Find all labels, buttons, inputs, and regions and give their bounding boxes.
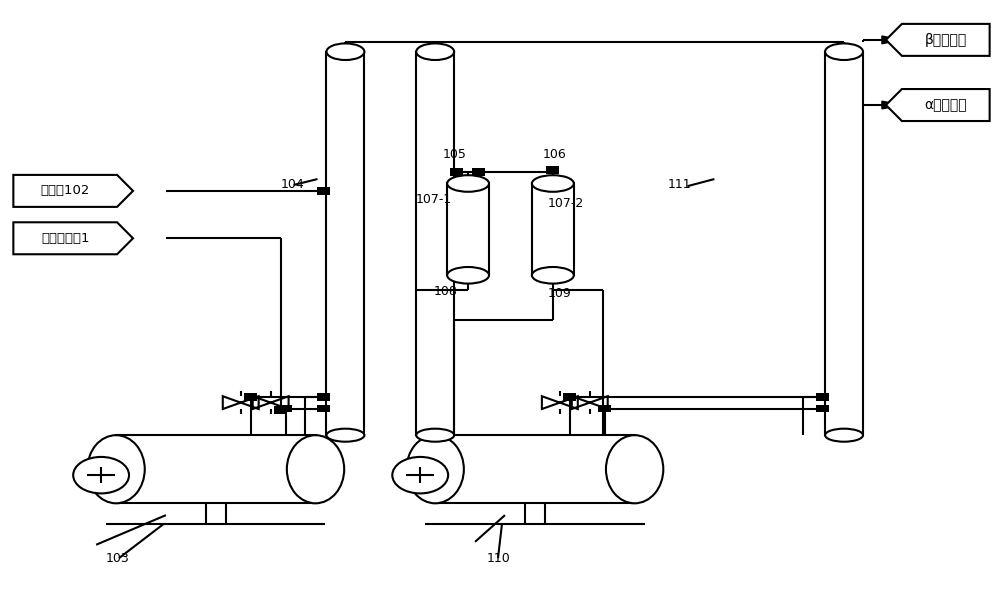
Bar [546, 166, 559, 174]
Bar [317, 405, 330, 412]
Ellipse shape [73, 457, 129, 493]
FancyBboxPatch shape [532, 183, 574, 275]
Ellipse shape [326, 43, 364, 60]
Ellipse shape [532, 267, 574, 284]
FancyBboxPatch shape [326, 52, 364, 435]
Polygon shape [886, 89, 990, 121]
Bar [816, 405, 829, 412]
Bar [563, 393, 576, 400]
FancyBboxPatch shape [435, 435, 635, 503]
FancyBboxPatch shape [447, 183, 489, 275]
Text: 111: 111 [668, 178, 691, 191]
Text: α．甲基萌: α．甲基萌 [924, 98, 967, 112]
Ellipse shape [416, 43, 454, 60]
Bar [450, 168, 463, 176]
Bar [317, 393, 330, 400]
Text: 工业甲基萌1: 工业甲基萌1 [41, 232, 89, 245]
Polygon shape [13, 223, 133, 254]
Ellipse shape [416, 428, 454, 441]
Text: 109: 109 [548, 287, 572, 300]
Polygon shape [886, 24, 990, 56]
Ellipse shape [447, 267, 489, 284]
Ellipse shape [326, 428, 364, 441]
Bar [274, 406, 287, 414]
Ellipse shape [87, 435, 145, 503]
Polygon shape [882, 36, 901, 44]
Text: 110: 110 [487, 552, 511, 565]
Text: 106: 106 [543, 148, 567, 161]
Ellipse shape [606, 435, 663, 503]
Bar [816, 393, 829, 400]
Ellipse shape [825, 428, 863, 441]
Ellipse shape [407, 435, 464, 503]
Text: 103: 103 [106, 552, 130, 565]
Bar [472, 168, 485, 176]
Bar [598, 405, 611, 412]
Ellipse shape [447, 175, 489, 192]
Bar [317, 187, 330, 195]
Text: 104: 104 [281, 178, 304, 191]
Bar [244, 393, 257, 400]
Ellipse shape [532, 175, 574, 192]
Text: 107-2: 107-2 [548, 197, 584, 210]
Text: 108: 108 [433, 284, 457, 298]
Text: β．甲基萌: β．甲基萌 [925, 33, 967, 47]
FancyBboxPatch shape [116, 435, 316, 503]
FancyBboxPatch shape [825, 52, 863, 435]
Ellipse shape [392, 457, 448, 493]
Polygon shape [882, 101, 901, 109]
Text: 107-1: 107-1 [415, 193, 451, 206]
Ellipse shape [825, 43, 863, 60]
Text: 共沸傑102: 共沸傑102 [41, 184, 90, 198]
Text: 105: 105 [443, 148, 467, 161]
Ellipse shape [287, 435, 344, 503]
Polygon shape [13, 175, 133, 207]
FancyBboxPatch shape [416, 52, 454, 435]
Bar [279, 405, 292, 412]
